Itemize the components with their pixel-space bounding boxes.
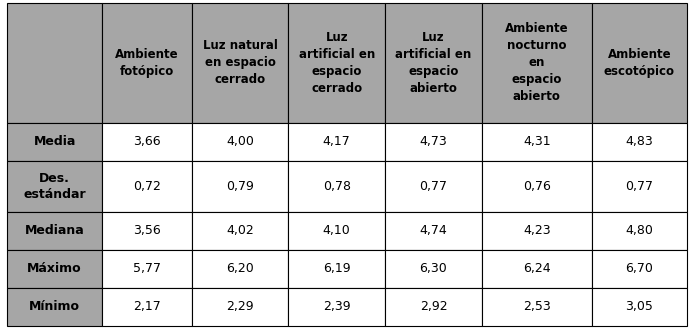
Bar bbox=[482, 212, 592, 250]
Bar bbox=[482, 250, 592, 288]
Bar bbox=[192, 161, 289, 212]
Text: 4,02: 4,02 bbox=[226, 224, 254, 237]
Text: Mínimo: Mínimo bbox=[29, 300, 80, 313]
Text: Ambiente
nocturno
en
espacio
abierto: Ambiente nocturno en espacio abierto bbox=[505, 22, 568, 103]
Bar bbox=[385, 250, 482, 288]
Text: 0,79: 0,79 bbox=[226, 180, 254, 192]
Bar bbox=[289, 250, 385, 288]
Bar bbox=[482, 161, 592, 212]
Bar bbox=[592, 250, 687, 288]
Bar bbox=[592, 212, 687, 250]
Text: Ambiente
escotópico: Ambiente escotópico bbox=[604, 48, 675, 78]
Text: 4,80: 4,80 bbox=[625, 224, 653, 237]
Bar bbox=[192, 250, 289, 288]
Bar bbox=[102, 288, 192, 326]
Text: 0,72: 0,72 bbox=[133, 180, 161, 192]
Bar bbox=[7, 250, 102, 288]
Bar bbox=[592, 288, 687, 326]
Bar bbox=[592, 3, 687, 123]
Bar bbox=[102, 123, 192, 161]
Text: 3,56: 3,56 bbox=[133, 224, 161, 237]
Bar bbox=[7, 212, 102, 250]
Bar bbox=[7, 161, 102, 212]
Text: 2,17: 2,17 bbox=[133, 300, 161, 313]
Text: 4,17: 4,17 bbox=[323, 135, 350, 148]
Text: Luz
artificial en
espacio
abierto: Luz artificial en espacio abierto bbox=[396, 31, 472, 95]
Bar bbox=[102, 212, 192, 250]
Bar bbox=[289, 288, 385, 326]
Text: 4,10: 4,10 bbox=[323, 224, 350, 237]
Text: 2,39: 2,39 bbox=[323, 300, 350, 313]
Text: 2,29: 2,29 bbox=[226, 300, 254, 313]
Bar bbox=[7, 3, 102, 123]
Bar bbox=[482, 3, 592, 123]
Text: 4,00: 4,00 bbox=[226, 135, 254, 148]
Text: 0,77: 0,77 bbox=[625, 180, 654, 192]
Bar bbox=[592, 161, 687, 212]
Text: 4,83: 4,83 bbox=[625, 135, 653, 148]
Bar bbox=[7, 123, 102, 161]
Text: 4,73: 4,73 bbox=[420, 135, 448, 148]
Bar bbox=[482, 123, 592, 161]
Text: 6,70: 6,70 bbox=[625, 262, 653, 275]
Text: 2,92: 2,92 bbox=[420, 300, 448, 313]
Text: Media: Media bbox=[33, 135, 76, 148]
Text: 6,30: 6,30 bbox=[420, 262, 448, 275]
Text: 4,31: 4,31 bbox=[523, 135, 550, 148]
Text: 3,66: 3,66 bbox=[133, 135, 161, 148]
Text: Mediana: Mediana bbox=[25, 224, 85, 237]
Text: 0,78: 0,78 bbox=[323, 180, 350, 192]
Bar bbox=[289, 212, 385, 250]
Bar bbox=[385, 212, 482, 250]
Bar bbox=[289, 3, 385, 123]
Bar bbox=[102, 161, 192, 212]
Bar bbox=[289, 161, 385, 212]
Text: 2,53: 2,53 bbox=[523, 300, 551, 313]
Text: 6,24: 6,24 bbox=[523, 262, 550, 275]
Bar bbox=[482, 288, 592, 326]
Bar bbox=[385, 3, 482, 123]
Bar bbox=[102, 250, 192, 288]
Bar bbox=[192, 212, 289, 250]
Text: 4,23: 4,23 bbox=[523, 224, 550, 237]
Bar bbox=[385, 161, 482, 212]
Text: 5,77: 5,77 bbox=[133, 262, 161, 275]
Text: Ambiente
fotópico: Ambiente fotópico bbox=[115, 48, 179, 78]
Text: 0,76: 0,76 bbox=[523, 180, 551, 192]
Bar bbox=[192, 123, 289, 161]
Text: 0,77: 0,77 bbox=[419, 180, 448, 192]
Text: 6,19: 6,19 bbox=[323, 262, 350, 275]
Bar bbox=[102, 3, 192, 123]
Bar bbox=[385, 123, 482, 161]
Bar bbox=[192, 3, 289, 123]
Text: Máximo: Máximo bbox=[27, 262, 82, 275]
Text: 4,74: 4,74 bbox=[420, 224, 448, 237]
Bar bbox=[289, 123, 385, 161]
Bar bbox=[192, 288, 289, 326]
Text: Luz natural
en espacio
cerrado: Luz natural en espacio cerrado bbox=[203, 39, 278, 87]
Text: 6,20: 6,20 bbox=[226, 262, 254, 275]
Text: 3,05: 3,05 bbox=[625, 300, 653, 313]
Text: Luz
artificial en
espacio
cerrado: Luz artificial en espacio cerrado bbox=[298, 31, 375, 95]
Bar bbox=[385, 288, 482, 326]
Bar bbox=[592, 123, 687, 161]
Text: Des.
estándar: Des. estándar bbox=[24, 172, 86, 201]
Bar bbox=[7, 288, 102, 326]
